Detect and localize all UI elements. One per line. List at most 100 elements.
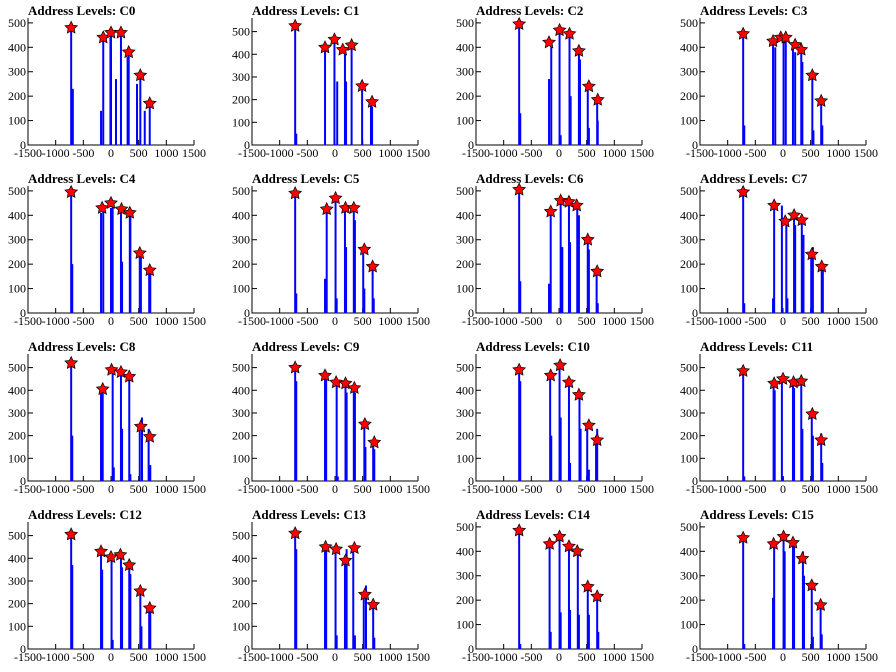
histogram-bar — [121, 428, 124, 481]
chart-title: Address Levels: C0 — [28, 3, 135, 18]
histogram-bar — [569, 96, 572, 145]
histogram-bar — [558, 30, 561, 145]
histogram-bar — [784, 37, 787, 145]
histogram-bar — [101, 569, 104, 650]
histogram-bar — [353, 220, 356, 313]
histogram-bar — [70, 193, 73, 313]
histogram-bar — [127, 52, 130, 145]
histogram-bar — [819, 605, 822, 649]
x-tick-label: 0 — [780, 482, 786, 496]
histogram-bar — [559, 200, 562, 313]
peak-star-marker — [113, 547, 128, 561]
x-tick-label: 1500 — [406, 650, 430, 664]
peak-star-marker — [133, 419, 148, 433]
peak-star-marker — [104, 362, 119, 376]
peak-star-marker — [813, 597, 828, 611]
histogram-bar — [295, 133, 298, 145]
histogram-bar — [126, 57, 129, 145]
histogram-bar — [811, 636, 814, 649]
x-tick-label: -1500 — [686, 482, 714, 496]
histogram-bar — [294, 533, 297, 649]
x-tick-label: -1000 — [42, 650, 70, 664]
peak-star-marker — [581, 418, 596, 432]
histogram-bar — [371, 106, 374, 145]
chart-title: Address Levels: C12 — [28, 507, 142, 522]
y-tick-label: 500 — [456, 184, 474, 198]
histogram-bar — [362, 249, 365, 313]
x-tick-label: -1000 — [714, 482, 742, 496]
chart-title: Address Levels: C11 — [700, 339, 813, 354]
chart-svg-c8: Address Levels: C80100200300400500-1500-… — [8, 339, 206, 496]
chart-svg-c0: Address Levels: C00100200300400500-1500-… — [8, 3, 206, 160]
histogram-bar — [70, 360, 73, 481]
histogram-bar — [810, 585, 813, 649]
y-tick-label: 300 — [456, 569, 474, 583]
histogram-bar — [369, 101, 372, 145]
x-tick-label: -500 — [520, 482, 542, 496]
histogram-bar — [372, 444, 375, 481]
y-tick-label: 500 — [232, 361, 250, 375]
histogram-bar — [294, 369, 297, 482]
histogram-bar — [324, 47, 327, 146]
x-tick-label: -500 — [296, 482, 318, 496]
histogram-bar — [100, 551, 103, 649]
histogram-bar — [800, 381, 803, 481]
peak-star-marker — [329, 541, 344, 556]
histogram-bar — [519, 644, 522, 649]
histogram-bar — [121, 567, 124, 649]
histogram-bar — [791, 541, 794, 649]
y-tick-label: 300 — [680, 65, 698, 79]
y-tick-label: 300 — [680, 569, 698, 583]
histogram-bar — [100, 388, 103, 481]
peak-star-marker — [346, 200, 361, 214]
chart-panel-c9: Address Levels: C9 0 100 200 300 400 500 -1500-… — [224, 336, 448, 504]
x-tick-label: -1000 — [42, 314, 70, 328]
chart-title: Address Levels: C15 — [700, 507, 814, 522]
histogram-bar — [129, 212, 132, 313]
x-tick-label: 1500 — [854, 482, 878, 496]
histogram-bar — [558, 536, 561, 649]
x-tick-label: 500 — [578, 650, 596, 664]
y-tick-label: 100 — [232, 282, 250, 296]
x-tick-label: 0 — [332, 146, 338, 160]
x-tick-label: 500 — [354, 482, 372, 496]
x-tick-label: -500 — [296, 146, 318, 160]
histogram-bar — [143, 110, 146, 145]
histogram-bar — [148, 608, 151, 649]
histogram-bar — [71, 88, 74, 145]
x-tick-label: 1000 — [154, 314, 178, 328]
chart-title: Address Levels: C4 — [28, 171, 136, 186]
y-tick-label: 300 — [680, 233, 698, 247]
histogram-bar — [119, 210, 122, 313]
histogram-bar — [71, 264, 74, 313]
peak-star-marker — [552, 22, 567, 37]
histogram-bar — [139, 76, 142, 145]
histogram-bar — [820, 266, 823, 313]
peak-star-marker — [122, 557, 137, 572]
histogram-bar — [325, 378, 328, 481]
x-tick-label: 0 — [332, 650, 338, 664]
histogram-bar — [782, 476, 784, 481]
x-tick-label: 1000 — [378, 482, 402, 496]
chart-panel-c3: Address Levels: C3 0 100 200 300 400 500 -1500-… — [672, 0, 896, 168]
histogram-bar — [586, 426, 589, 481]
y-tick-label: 500 — [232, 25, 250, 39]
peak-star-marker — [571, 43, 586, 57]
histogram-bar — [772, 298, 775, 313]
histogram-bar — [780, 205, 783, 313]
x-tick-label: -500 — [72, 146, 94, 160]
histogram-bar — [772, 37, 775, 145]
y-tick-label: 400 — [8, 40, 26, 54]
x-tick-label: 1500 — [854, 146, 878, 160]
x-tick-label: -1500 — [462, 650, 490, 664]
peak-star-marker — [590, 589, 605, 603]
peak-star-marker — [581, 79, 596, 93]
x-tick-label: 1000 — [154, 650, 178, 664]
y-tick-label: 0 — [244, 306, 250, 320]
peak-star-marker — [94, 544, 108, 558]
histogram-bar — [518, 22, 521, 146]
y-tick-label: 100 — [456, 282, 474, 296]
histogram-bar — [325, 210, 328, 313]
histogram-bar — [587, 127, 590, 145]
